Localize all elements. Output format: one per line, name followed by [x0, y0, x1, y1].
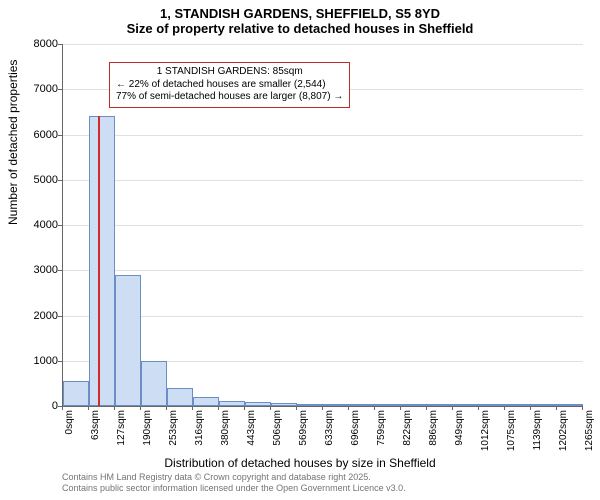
x-tick-mark — [270, 406, 271, 410]
x-tick-label: 886sqm — [428, 410, 439, 460]
y-tick-label: 2000 — [18, 310, 58, 322]
y-tick-label: 6000 — [18, 129, 58, 141]
histogram-bar — [531, 404, 557, 406]
x-tick-label: 190sqm — [142, 410, 153, 460]
x-tick-label: 633sqm — [324, 410, 335, 460]
x-tick-label: 380sqm — [220, 410, 231, 460]
histogram-bar — [167, 388, 193, 406]
histogram-bar — [453, 404, 479, 406]
credits-line1: Contains HM Land Registry data © Crown c… — [62, 472, 406, 483]
histogram-bar — [297, 404, 323, 406]
histogram-bar — [349, 404, 375, 406]
histogram-bar — [401, 404, 427, 406]
x-tick-label: 1012sqm — [480, 410, 491, 460]
histogram-bar — [245, 402, 271, 406]
y-tick-mark — [58, 225, 62, 226]
x-tick-mark — [218, 406, 219, 410]
x-tick-label: 127sqm — [116, 410, 127, 460]
histogram-bar — [479, 404, 505, 406]
x-tick-label: 0sqm — [64, 410, 75, 460]
x-tick-mark — [296, 406, 297, 410]
x-tick-mark — [166, 406, 167, 410]
x-tick-mark — [530, 406, 531, 410]
plot-area: 1 STANDISH GARDENS: 85sqm← 22% of detach… — [62, 44, 583, 407]
histogram-bar — [505, 404, 531, 406]
x-tick-label: 63sqm — [90, 410, 101, 460]
y-tick-mark — [58, 361, 62, 362]
y-tick-mark — [58, 44, 62, 45]
histogram-bar — [557, 404, 583, 406]
chart-title-line2: Size of property relative to detached ho… — [0, 21, 600, 40]
x-tick-label: 506sqm — [272, 410, 283, 460]
x-tick-label: 949sqm — [454, 410, 465, 460]
histogram-bar — [193, 397, 219, 406]
chart-container: 1, STANDISH GARDENS, SHEFFIELD, S5 8YD S… — [0, 0, 600, 500]
annotation-line: ← 22% of detached houses are smaller (2,… — [116, 79, 343, 92]
x-tick-mark — [140, 406, 141, 410]
y-tick-mark — [58, 316, 62, 317]
x-tick-mark — [400, 406, 401, 410]
x-tick-label: 1075sqm — [506, 410, 517, 460]
x-tick-mark — [348, 406, 349, 410]
x-tick-label: 253sqm — [168, 410, 179, 460]
histogram-bar — [427, 404, 453, 406]
x-tick-mark — [192, 406, 193, 410]
histogram-bar — [89, 116, 115, 406]
y-tick-mark — [58, 180, 62, 181]
y-tick-mark — [58, 270, 62, 271]
y-tick-mark — [58, 135, 62, 136]
x-axis-label: Distribution of detached houses by size … — [0, 456, 600, 470]
y-tick-label: 8000 — [18, 38, 58, 50]
x-tick-mark — [452, 406, 453, 410]
x-tick-mark — [114, 406, 115, 410]
histogram-bar — [115, 275, 141, 406]
x-tick-label: 1202sqm — [558, 410, 569, 460]
y-tick-label: 4000 — [18, 219, 58, 231]
credits: Contains HM Land Registry data © Crown c… — [62, 472, 406, 494]
y-tick-label: 3000 — [18, 264, 58, 276]
x-tick-mark — [426, 406, 427, 410]
annotation-line: 77% of semi-detached houses are larger (… — [116, 91, 343, 104]
x-tick-label: 822sqm — [402, 410, 413, 460]
x-tick-label: 696sqm — [350, 410, 361, 460]
x-tick-mark — [374, 406, 375, 410]
x-tick-label: 759sqm — [376, 410, 387, 460]
y-tick-label: 7000 — [18, 83, 58, 95]
x-tick-label: 316sqm — [194, 410, 205, 460]
x-tick-label: 1139sqm — [532, 410, 543, 460]
x-tick-label: 569sqm — [298, 410, 309, 460]
x-tick-mark — [88, 406, 89, 410]
histogram-bar — [271, 403, 297, 406]
histogram-bar — [323, 404, 349, 406]
credits-line2: Contains public sector information licen… — [62, 483, 406, 494]
y-tick-mark — [58, 89, 62, 90]
x-tick-mark — [62, 406, 63, 410]
x-tick-mark — [504, 406, 505, 410]
y-tick-label: 1000 — [18, 355, 58, 367]
x-tick-mark — [582, 406, 583, 410]
y-tick-label: 5000 — [18, 174, 58, 186]
annotation-box: 1 STANDISH GARDENS: 85sqm← 22% of detach… — [109, 62, 350, 108]
histogram-bar — [141, 361, 167, 406]
histogram-bar — [63, 381, 89, 406]
annotation-line: 1 STANDISH GARDENS: 85sqm — [116, 66, 343, 79]
x-tick-label: 1265sqm — [584, 410, 595, 460]
y-tick-label: 0 — [18, 400, 58, 412]
y-axis-label: Number of detached properties — [6, 60, 20, 225]
property-marker-line — [98, 116, 100, 406]
x-tick-label: 443sqm — [246, 410, 257, 460]
x-tick-mark — [556, 406, 557, 410]
histogram-bar — [375, 404, 401, 406]
x-tick-mark — [244, 406, 245, 410]
x-tick-mark — [322, 406, 323, 410]
chart-title-line1: 1, STANDISH GARDENS, SHEFFIELD, S5 8YD — [0, 0, 600, 21]
histogram-bar — [219, 401, 245, 406]
x-tick-mark — [478, 406, 479, 410]
